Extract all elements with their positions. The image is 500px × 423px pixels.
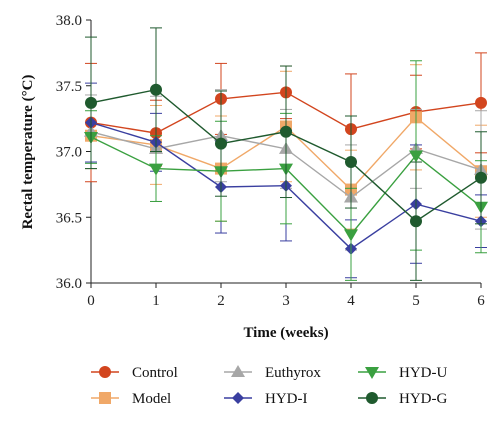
- y-tick-label: 36.5: [56, 210, 82, 226]
- x-tick-label: 5: [412, 293, 420, 309]
- x-tick-label: 6: [477, 293, 485, 309]
- legend-label: Model: [132, 391, 171, 407]
- y-tick-label: 38.0: [56, 13, 82, 29]
- data-point: [410, 215, 422, 228]
- y-tick-label: 36.0: [56, 276, 82, 292]
- data-point: [149, 163, 163, 176]
- data-point: [409, 150, 423, 163]
- legend-marker: [365, 367, 379, 379]
- y-tick-labels: 36.0 36.5 37.0 37.5 38.0: [56, 13, 91, 292]
- legend-marker: [99, 392, 111, 404]
- data-point: [475, 96, 487, 109]
- data-point: [475, 171, 487, 184]
- legend-marker: [366, 392, 378, 404]
- series-layer: [84, 27, 488, 281]
- legend-item-hyd-i: HYD-I: [224, 391, 308, 407]
- data-point: [150, 83, 162, 96]
- data-point: [280, 125, 292, 138]
- y-tick-label: 37.0: [56, 145, 82, 161]
- legend-label: HYD-I: [265, 391, 308, 407]
- x-tick-label: 1: [152, 293, 160, 309]
- legend-item-model: Model: [91, 391, 171, 407]
- x-tick-label: 4: [347, 293, 355, 309]
- data-point: [345, 156, 357, 169]
- legend-item-euthyrox: Euthyrox: [224, 365, 321, 381]
- data-point: [215, 137, 227, 150]
- legend-item-control: Control: [91, 365, 178, 381]
- legend-marker: [232, 392, 244, 404]
- data-point: [85, 96, 97, 109]
- y-tick-label: 37.5: [56, 79, 82, 95]
- x-tick-label: 0: [87, 293, 95, 309]
- legend-item-hyd-u: HYD-U: [358, 365, 447, 381]
- x-tick-label: 3: [282, 293, 290, 309]
- legend-label: Control: [132, 365, 178, 381]
- x-axis-title: Time (weeks): [243, 325, 328, 341]
- legend-marker: [99, 366, 111, 378]
- y-axis-title: Rectal temperature (°C): [20, 75, 36, 230]
- legend-marker: [231, 365, 245, 377]
- x-tick-labels: 0 1 2 3 4 5 6: [87, 283, 485, 309]
- legend: Control Model Euthyrox HYD-I HYD-U HYD-G: [91, 365, 447, 407]
- legend-label: HYD-U: [399, 365, 447, 381]
- x-tick-label: 2: [217, 293, 225, 309]
- legend-item-hyd-g: HYD-G: [358, 391, 447, 407]
- series-hyd-g: [85, 27, 487, 281]
- legend-label: Euthyrox: [265, 365, 321, 381]
- legend-label: HYD-G: [399, 391, 447, 407]
- data-point: [344, 229, 358, 242]
